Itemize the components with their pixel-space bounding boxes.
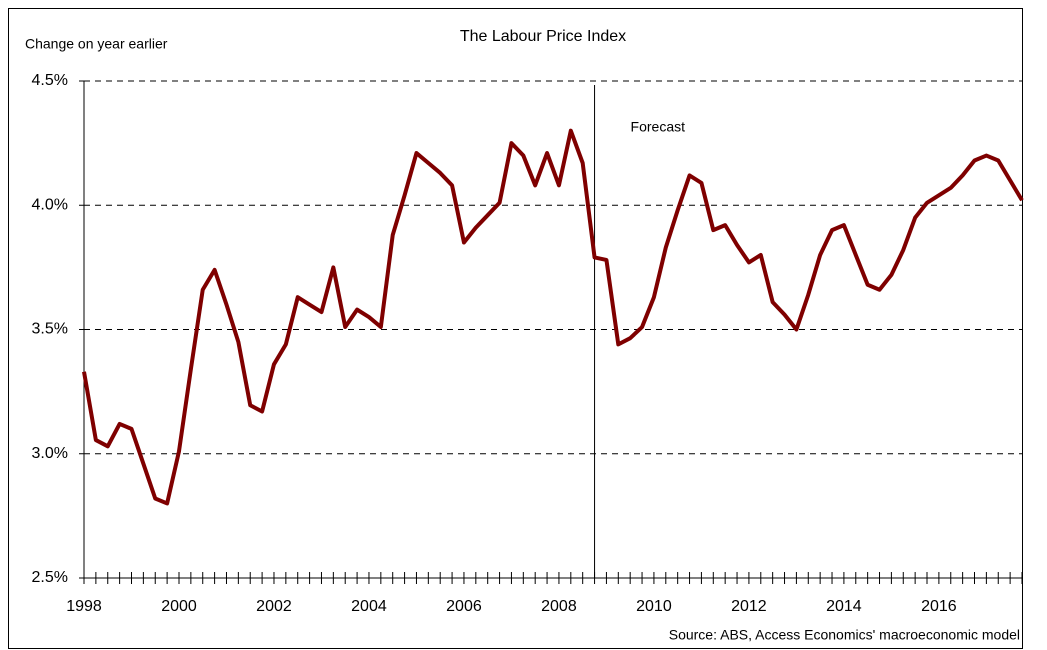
y-tick-label: 3.0% [32,445,68,462]
frame [8,8,1023,649]
x-tick-label: 2010 [636,598,672,615]
x-tick-label: 2016 [921,598,957,615]
chart-title: The Labour Price Index [460,28,626,45]
x-tick-label: 2004 [351,598,387,615]
line-series [82,128,1024,506]
y-tick-label: 3.5% [32,321,68,338]
source: Source: ABS, Access Economics' macroecon… [669,627,1020,643]
x-tick-label: 1998 [66,598,102,615]
y-tick-label: 4.5% [32,72,68,89]
x-tick-label: 2012 [731,598,767,615]
x-tick-label: 2002 [256,598,292,615]
y-tick-label: 4.0% [32,196,68,213]
annotation: Forecast [631,119,686,135]
y-axis-label: Change on year earlier [25,36,168,52]
x-tick-label: 2008 [541,598,577,615]
y-tick-label: 2.5% [32,569,68,586]
x-tick-label: 2014 [826,598,862,615]
x-tick-label: 2006 [446,598,482,615]
x-tick-label: 2000 [161,598,197,615]
